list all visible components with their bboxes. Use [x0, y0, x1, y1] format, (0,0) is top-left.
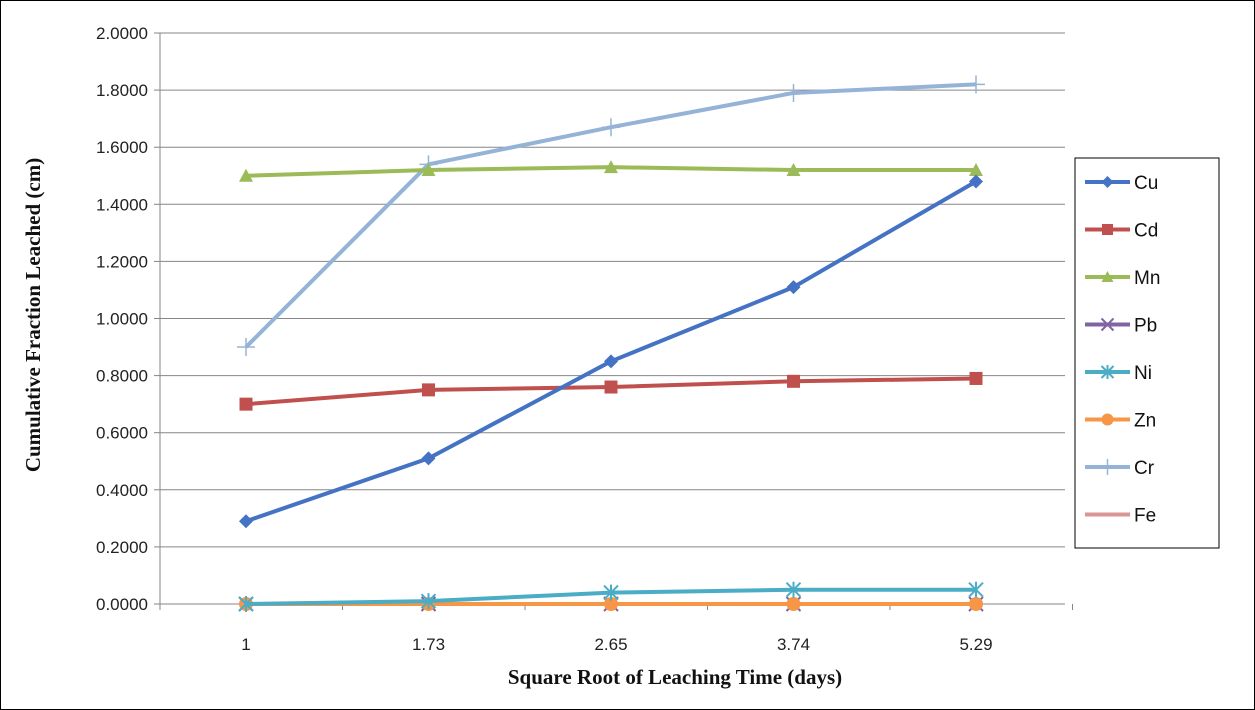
legend-label: Zn — [1134, 411, 1156, 432]
data-point-zn — [786, 597, 801, 611]
legend-item-mn: Mn — [1085, 268, 1160, 289]
legend-item-ni: Ni — [1085, 363, 1152, 384]
y-tick-label: 0.8000 — [96, 367, 148, 386]
series-cr — [237, 75, 985, 357]
x-tick-label: 5.29 — [959, 635, 992, 654]
data-point-cr — [967, 75, 985, 94]
data-point-zn — [604, 597, 618, 611]
legend-label: Mn — [1134, 268, 1160, 289]
y-tick-label: 2.0000 — [96, 24, 148, 43]
y-tick-label: 1.4000 — [96, 195, 148, 214]
data-point-zn — [969, 597, 983, 611]
legend-item-zn: Zn — [1085, 411, 1156, 432]
legend-swatch-marker — [1101, 413, 1114, 426]
x-tick-label: 1.73 — [412, 635, 445, 654]
data-point-cu — [786, 280, 801, 295]
series-ni — [238, 581, 984, 612]
legend-swatch-marker — [1102, 224, 1113, 235]
data-point-cd — [787, 374, 800, 388]
data-point-mn — [786, 163, 801, 177]
legend: Cu Cd Mn Pb Ni Zn Cr Fe — [1074, 157, 1220, 549]
x-tick-label: 1 — [241, 635, 250, 654]
legend-swatch-marker — [1099, 459, 1116, 475]
axes — [154, 32, 1073, 610]
legend-label: Cu — [1134, 173, 1158, 194]
data-point-cu — [421, 451, 436, 466]
data-point-ni — [238, 596, 254, 612]
data-point-cr — [602, 118, 620, 137]
data-point-cd — [239, 397, 253, 411]
data-point-ni — [785, 581, 802, 598]
series-cu — [239, 174, 983, 529]
data-point-cd — [604, 380, 618, 394]
legend-label: Fe — [1134, 506, 1156, 527]
legend-item-fe: Fe — [1085, 506, 1156, 527]
data-point-cu — [969, 174, 983, 189]
data-point-cr — [237, 338, 255, 357]
legend-item-cd: Cd — [1085, 221, 1158, 242]
data-point-cd — [969, 371, 983, 385]
legend-label: Pb — [1134, 316, 1157, 337]
series-line-cu — [245, 179, 978, 524]
tick-labels: 0.0000 0.2000 0.4000 0.6000 0.8000 1.0000 1.20… — [96, 24, 993, 654]
legend-box — [1074, 157, 1220, 549]
y-axis-title: Cumulative Fraction Leached (cm) — [21, 158, 45, 472]
data-point-ni — [968, 581, 984, 598]
series-mn — [239, 160, 983, 182]
y-tick-label: 1.8000 — [96, 81, 148, 100]
y-tick-label: 0.4000 — [96, 481, 148, 500]
data-point-cu — [239, 514, 253, 529]
x-tick-label: 3.74 — [777, 635, 810, 654]
x-axis-title: Square Root of Leaching Time (days) — [508, 665, 842, 689]
series-cd — [239, 371, 983, 411]
legend-item-cu: Cu — [1085, 173, 1158, 194]
data-point-mn — [421, 163, 436, 177]
data-point-mn — [239, 168, 253, 182]
legend-swatch-marker — [1101, 176, 1114, 188]
y-tick-label: 0.6000 — [96, 424, 148, 443]
data-point-mn — [969, 163, 983, 177]
data-point-cd — [422, 383, 435, 397]
y-tick-label: 1.0000 — [96, 310, 148, 329]
gridlines — [160, 32, 1065, 548]
y-tick-label: 1.6000 — [96, 138, 148, 157]
legend-label: Cr — [1134, 458, 1155, 479]
data-point-cu — [604, 354, 618, 369]
series-lines — [237, 75, 985, 612]
legend-label: Ni — [1134, 363, 1152, 384]
legend-label: Cd — [1134, 221, 1158, 242]
legend-swatch-marker — [1100, 365, 1115, 379]
data-point-ni — [603, 584, 619, 601]
legend-item-cr: Cr — [1085, 458, 1155, 479]
y-tick-label: 0.0000 — [96, 595, 148, 614]
data-point-ni — [420, 593, 437, 610]
y-tick-label: 0.2000 — [96, 538, 148, 557]
legend-swatch-marker — [1100, 317, 1115, 332]
x-tick-label: 2.65 — [594, 635, 627, 654]
y-tick-label: 1.2000 — [96, 252, 148, 271]
legend-item-pb: Pb — [1085, 316, 1157, 337]
data-point-cr — [784, 83, 803, 102]
data-point-mn — [604, 160, 618, 174]
legend-swatch-marker — [1101, 271, 1114, 282]
